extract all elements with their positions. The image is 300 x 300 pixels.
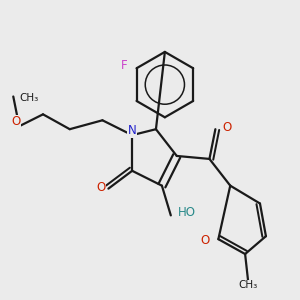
Text: O: O (200, 234, 209, 247)
Text: N: N (128, 124, 136, 137)
Text: F: F (121, 59, 128, 72)
Text: CH₃: CH₃ (238, 280, 258, 290)
Text: HO: HO (178, 206, 196, 219)
Text: O: O (223, 121, 232, 134)
Text: CH₃: CH₃ (19, 93, 38, 103)
Text: O: O (12, 115, 21, 128)
Text: O: O (96, 181, 106, 194)
